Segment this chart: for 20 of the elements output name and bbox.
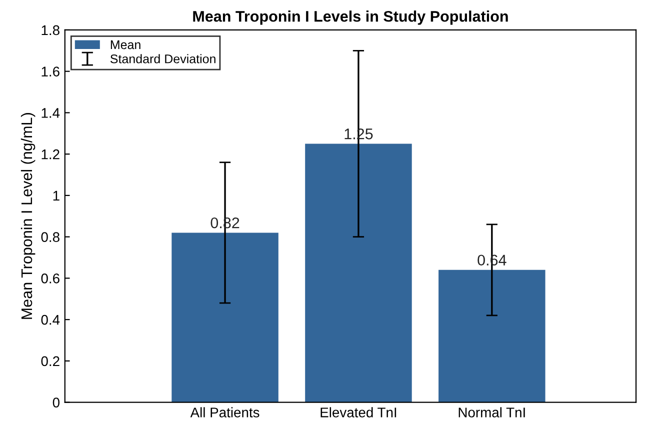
bar (438, 270, 546, 402)
chart-title: Mean Troponin I Levels in Study Population (193, 10, 508, 25)
bar (305, 144, 412, 402)
y-tick-label: 0.4 (41, 314, 60, 325)
y-tick-label: 1.2 (42, 149, 60, 160)
bar (172, 232, 278, 402)
y-tick-label: 1.4 (42, 108, 60, 118)
y-tick-label: 0.6 (41, 274, 60, 284)
x-tick-label: Normal TnI (458, 407, 525, 418)
y-tick-label: 1.8 (42, 25, 60, 36)
y-tick-label: 0.2 (41, 356, 60, 366)
y-tick-label: 1.6 (42, 66, 60, 77)
annotation: Standard Deviation (110, 54, 216, 64)
x-tick-label: All Patients (190, 407, 260, 418)
y-tick-label: 0 (52, 398, 60, 408)
x-tick-label: Elevated TnI (320, 407, 396, 418)
y-tick-label: 0.8 (41, 232, 60, 242)
y-tick-label: 1 (53, 190, 60, 200)
y-axis-title: Mean Troponin I Level (ng/mL) (20, 113, 36, 319)
legend-label: Mean (110, 40, 140, 50)
